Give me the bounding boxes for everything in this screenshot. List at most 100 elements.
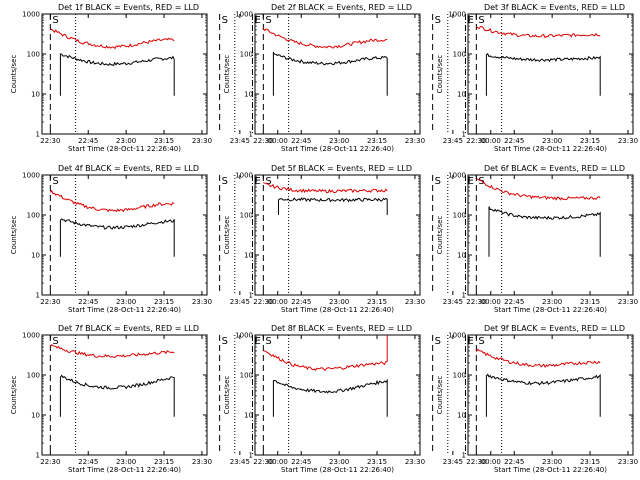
plot-frame <box>467 13 634 135</box>
marker-label: S <box>265 176 271 187</box>
x-tick-label: 22:45 <box>504 137 524 145</box>
plot-frame <box>41 334 208 456</box>
y-tick-label: 10 <box>31 412 40 420</box>
lld-series-line <box>49 344 175 358</box>
x-axis-label: Start Time (28-Oct-11 22:26:40) <box>281 306 394 314</box>
x-tick-label: 23:00 <box>542 298 562 306</box>
x-tick-label: 23:00 <box>329 298 349 306</box>
x-axis-label: Start Time (28-Oct-11 22:26:40) <box>68 145 181 153</box>
detector-panel: Det 8f BLACK = Events, RED = LLD11010010… <box>223 324 501 474</box>
y-tick-label: 1000 <box>448 172 466 180</box>
x-tick-label: 22:30 <box>466 458 486 466</box>
lld-series-line <box>476 178 601 201</box>
y-tick-label: 10 <box>31 91 40 99</box>
x-tick-label: 23:45 <box>230 137 250 145</box>
y-axis-label: Counts/sec <box>436 376 444 415</box>
marker-label: S <box>52 336 58 347</box>
x-tick-label: 23:15 <box>367 137 387 145</box>
events-series-line <box>485 373 601 417</box>
plot-frame <box>467 174 634 296</box>
x-tick-label: 23:30 <box>192 137 212 145</box>
x-axis-label: Start Time (28-Oct-11 22:26:40) <box>68 466 181 474</box>
x-tick-label: 23:45 <box>443 137 463 145</box>
y-tick-label: 1000 <box>448 11 466 19</box>
plot-frame <box>254 13 421 135</box>
x-axis-label: Start Time (28-Oct-11 22:26:40) <box>494 466 607 474</box>
y-tick-label: 100 <box>453 51 466 59</box>
y-tick-label: 100 <box>453 372 466 380</box>
x-tick-label: 23:15 <box>580 137 600 145</box>
x-tick-label: 22:30 <box>40 137 60 145</box>
plot-frame <box>41 174 208 296</box>
x-tick-label: 23:15 <box>154 298 174 306</box>
x-tick-label: 23:00 <box>116 458 136 466</box>
marker-label: E <box>467 15 473 26</box>
x-tick-label: 23:45 <box>443 458 463 466</box>
y-axis-label: Counts/sec <box>223 55 231 94</box>
x-tick-label: 22:45 <box>291 458 311 466</box>
events-series-line <box>272 51 388 96</box>
panel-title: Det 7f BLACK = Events, RED = LLD <box>58 324 199 333</box>
x-tick-label: 23:00 <box>116 137 136 145</box>
x-tick-label: 22:30 <box>253 458 273 466</box>
events-series-line <box>272 378 388 417</box>
x-tick-label: 22:45 <box>291 137 311 145</box>
x-tick-label: 22:45 <box>78 298 98 306</box>
y-axis-label: Counts/sec <box>10 216 18 255</box>
x-tick-label: 22:30 <box>40 298 60 306</box>
x-tick-label: 23:30 <box>618 298 638 306</box>
y-tick-label: 1 <box>36 131 40 139</box>
x-tick-label: 22:30 <box>253 298 273 306</box>
plot-frame <box>467 334 634 456</box>
x-tick-label: 23:30 <box>192 458 212 466</box>
marker-label: E <box>254 15 260 26</box>
y-axis-label: Counts/sec <box>223 376 231 415</box>
marker-label: S <box>435 15 441 26</box>
y-tick-label: 1 <box>36 292 40 300</box>
panel-title: Det 6f BLACK = Events, RED = LLD <box>484 164 625 173</box>
x-axis-label: Start Time (28-Oct-11 22:26:40) <box>494 306 607 314</box>
x-tick-label: 23:15 <box>580 458 600 466</box>
detector-panel: Det 3f BLACK = Events, RED = LLD 1 10 100 10… <box>436 3 638 153</box>
y-tick-label: 1000 <box>22 172 40 180</box>
plot-frame <box>41 13 208 135</box>
x-tick-label: 00:00 <box>481 458 501 466</box>
y-tick-label: 1 <box>462 452 466 460</box>
x-tick-label: 23:30 <box>618 137 638 145</box>
lld-series-line <box>263 182 388 194</box>
events-series-line <box>278 197 388 215</box>
lld-series-line <box>49 189 175 213</box>
x-tick-label: 22:45 <box>291 298 311 306</box>
x-tick-label: 23:00 <box>542 458 562 466</box>
lld-series-line <box>476 26 601 39</box>
y-tick-label: 1000 <box>235 172 253 180</box>
marker-label: E <box>254 336 260 347</box>
y-tick-label: 10 <box>31 252 40 260</box>
x-tick-label: 00:00 <box>481 298 501 306</box>
x-tick-label: 23:00 <box>116 298 136 306</box>
detector-panel: Det 5f BLACK = Events, RED = LLD11010010… <box>223 164 501 314</box>
marker-label: E <box>467 336 473 347</box>
x-tick-label: 22:30 <box>466 137 486 145</box>
marker-label: S <box>478 176 484 187</box>
y-axis-label: Counts/sec <box>436 216 444 255</box>
y-axis-label: Counts/sec <box>436 55 444 94</box>
marker-label: S <box>222 176 228 187</box>
lld-series-line <box>262 28 388 49</box>
y-tick-label: 100 <box>240 372 253 380</box>
panel-title: Det 3f BLACK = Events, RED = LLD <box>484 3 625 12</box>
marker-label: S <box>52 176 58 187</box>
lld-series-line <box>475 348 601 368</box>
y-tick-label: 100 <box>453 212 466 220</box>
x-tick-label: 22:45 <box>78 458 98 466</box>
x-tick-label: 23:00 <box>329 137 349 145</box>
panel-title: Det 1f BLACK = Events, RED = LLD <box>58 3 199 12</box>
y-tick-label: 1 <box>36 452 40 460</box>
x-tick-label: 23:15 <box>580 298 600 306</box>
x-tick-label: 00:00 <box>268 458 288 466</box>
plot-frame <box>254 174 421 296</box>
y-tick-label: 100 <box>240 212 253 220</box>
x-tick-label: 22:45 <box>504 458 524 466</box>
x-axis-label: Start Time (28-Oct-11 22:26:40) <box>494 145 607 153</box>
panel-title: Det 4f BLACK = Events, RED = LLD <box>58 164 199 173</box>
